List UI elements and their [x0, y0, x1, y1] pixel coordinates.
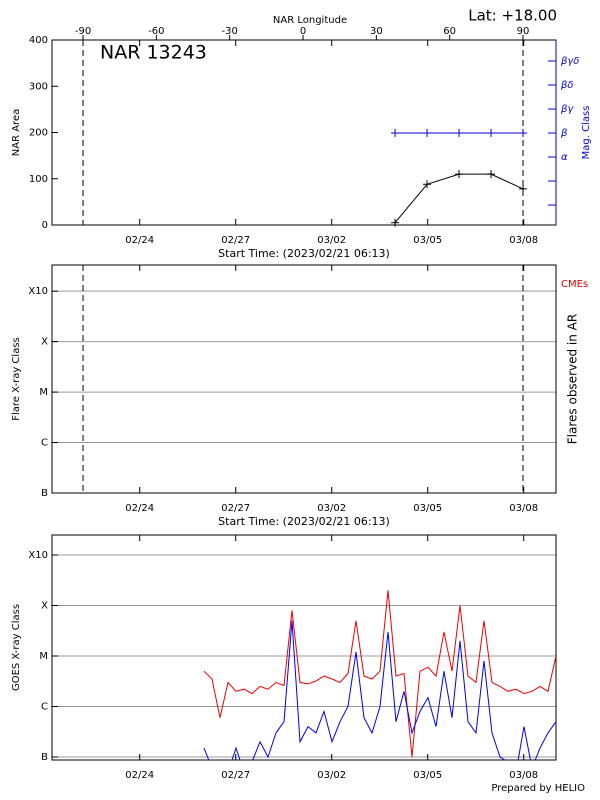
x-tick-label: 02/27: [221, 503, 250, 514]
y2-tick-label: βγδ: [560, 56, 579, 67]
y-tick-label: C: [41, 701, 48, 712]
y-tick-label: 100: [29, 174, 48, 185]
x-tick-label: 02/24: [125, 770, 154, 781]
series-line: [203, 620, 556, 760]
x-tick-label: 03/05: [413, 235, 442, 246]
x-axis-label: Start Time: (2023/02/21 06:13): [218, 247, 390, 260]
x-tick-label: 03/02: [317, 503, 346, 514]
latitude: Lat: +18.00: [468, 7, 557, 25]
x-tick-label: 02/27: [221, 235, 250, 246]
x-tick-label: 03/02: [317, 770, 346, 781]
x-tick-label: 02/24: [125, 503, 154, 514]
point-marker: [391, 129, 400, 138]
series-line: [394, 173, 524, 224]
y2-axis-label: Flares observed in AR: [566, 314, 580, 444]
point-marker: [455, 129, 464, 138]
point-marker: [519, 129, 528, 138]
y-axis-label: NAR Area: [11, 109, 22, 156]
y2-tick-label: β: [560, 128, 568, 139]
plot-frame: [51, 534, 557, 761]
x-tick-label: 03/08: [509, 770, 538, 781]
point-marker: [519, 184, 528, 193]
point-marker: [487, 170, 496, 179]
top-tick-label: 90: [517, 26, 530, 37]
y-tick-label: M: [39, 651, 48, 662]
series-group: [203, 620, 556, 760]
y2-tick-label: βγ: [560, 104, 574, 115]
y2-tick-label: βδ: [560, 80, 574, 91]
x-tick-label: 02/27: [221, 770, 250, 781]
y-tick-label: X10: [28, 550, 48, 561]
top-tick-label: 60: [443, 26, 456, 37]
top-tick-label: -90: [75, 26, 91, 37]
point-marker: [423, 129, 432, 138]
top-tick-label: 30: [370, 26, 383, 37]
y2-axis-label: Mag. Class: [581, 106, 592, 160]
y-tick-label: 0: [42, 220, 48, 231]
y-tick-label: 300: [29, 81, 48, 92]
y-tick-label: C: [41, 438, 48, 449]
point-marker: [423, 180, 432, 189]
x-tick-label: 02/24: [125, 235, 154, 246]
y-tick-label: 200: [29, 128, 48, 139]
y-tick-label: X: [41, 601, 48, 612]
x-tick-label: 03/05: [413, 770, 442, 781]
x-tick-label: 03/08: [509, 503, 538, 514]
y-tick-label: M: [39, 387, 48, 398]
y2-tick-label: α: [561, 152, 568, 163]
series-group: [203, 590, 556, 758]
x-tick-label: 03/08: [509, 235, 538, 246]
point-marker: [391, 218, 400, 227]
x-tick-label: 03/05: [413, 503, 442, 514]
footer: Prepared by HELIO: [491, 783, 585, 794]
cme-label: CMEs: [561, 279, 588, 290]
plot-frame: [51, 39, 557, 226]
top-tick-label: -30: [222, 26, 238, 37]
x-axis-label: Start Time: (2023/02/21 06:13): [218, 515, 390, 528]
plot-frame: [51, 264, 557, 494]
y-tick-label: 400: [29, 35, 48, 46]
point-marker: [487, 129, 496, 138]
x-tick-label: 03/02: [317, 235, 346, 246]
y-tick-label: X: [41, 337, 48, 348]
top-tick-label: -60: [148, 26, 164, 37]
top-axis-label: NAR Longitude: [273, 15, 347, 26]
panel-title: NAR 13243: [100, 42, 207, 64]
y-axis-label: Flare X-ray Class: [11, 337, 22, 421]
y-tick-label: B: [41, 752, 48, 763]
y-axis-label: GOES X-ray Class: [11, 604, 22, 691]
top-tick-label: 0: [300, 26, 306, 37]
y-tick-label: X10: [28, 286, 48, 297]
y-tick-label: B: [41, 488, 48, 499]
point-marker: [455, 170, 464, 179]
series-line: [203, 590, 556, 758]
